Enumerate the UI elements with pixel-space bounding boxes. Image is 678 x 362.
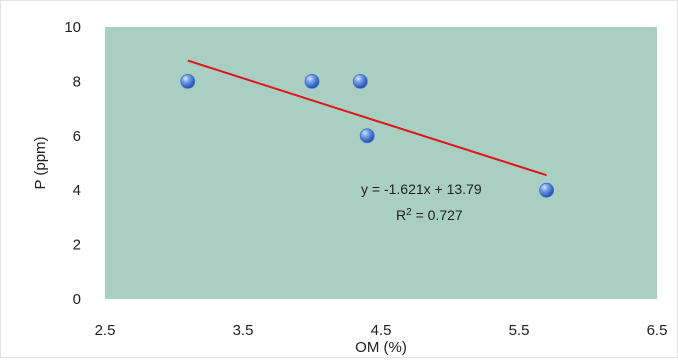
y-tick-label: 0 (73, 291, 81, 308)
trendline (187, 59, 547, 177)
x-axis-ticks: 2.5 3.5 4.5 5.5 6.5 (95, 322, 668, 339)
y-tick-label: 2 (73, 237, 81, 254)
y-tick-label: 6 (73, 128, 81, 145)
r-squared-prefix: R (396, 207, 406, 223)
y-tick-label: 8 (73, 73, 81, 90)
data-points (180, 74, 554, 198)
y-axis-ticks: 0 2 4 6 8 10 (64, 19, 81, 308)
r-squared-value: = 0.727 (412, 207, 463, 223)
trendline-equation: y = -1.621x + 13.79 (361, 181, 482, 197)
data-point (359, 128, 375, 144)
x-tick-label: 2.5 (95, 322, 116, 339)
x-tick-label: 3.5 (233, 322, 254, 339)
r-squared-exponent: 2 (406, 207, 412, 218)
y-tick-label: 10 (64, 19, 81, 36)
r-squared-label: R2 = 0.727 (396, 207, 463, 223)
data-point (304, 74, 320, 89)
x-axis-title: OM (%) (355, 339, 407, 356)
x-tick-label: 5.5 (509, 322, 530, 339)
y-tick-label: 4 (73, 182, 81, 199)
x-tick-label: 4.5 (371, 322, 392, 339)
data-point (539, 182, 554, 198)
data-point (352, 74, 368, 89)
data-point (180, 74, 196, 89)
y-axis-title: P (ppm) (32, 136, 49, 189)
x-tick-label: 6.5 (647, 322, 668, 339)
plot-area (105, 27, 657, 299)
